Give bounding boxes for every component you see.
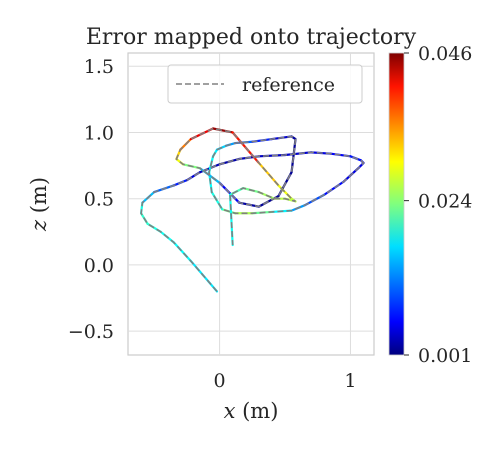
trajectory-segment xyxy=(283,151,313,157)
y-axis-label: z (m) xyxy=(27,177,51,232)
colorbar-tick-label: 0.046 xyxy=(418,43,472,65)
x-tick-label: 0 xyxy=(214,370,226,392)
colorbar-tick-label: 0.001 xyxy=(418,345,472,367)
y-tick-label: 0.0 xyxy=(84,255,114,277)
y-tick-label: 1.5 xyxy=(84,56,114,78)
colorbar-tick-label: 0.024 xyxy=(418,191,472,213)
reference-line xyxy=(140,127,365,292)
x-axis-label: x (m) xyxy=(224,399,279,423)
legend-reference-label: reference xyxy=(242,74,335,96)
y-tick-label: −0.5 xyxy=(68,321,114,343)
chart-title: Error mapped onto trajectory xyxy=(86,25,417,50)
trajectory-segment xyxy=(172,241,192,263)
y-tick-labels: −0.5 0.0 0.5 1.0 1.5 xyxy=(68,56,114,343)
x-tick-label: 1 xyxy=(344,370,356,392)
legend-box xyxy=(167,64,363,104)
colorbar xyxy=(388,52,405,356)
y-tick-label: 1.0 xyxy=(84,122,114,144)
y-tick-label: 0.5 xyxy=(84,189,114,211)
legend: reference xyxy=(167,64,363,104)
colorbar-tick-labels: 0.001 0.024 0.046 xyxy=(404,43,472,367)
